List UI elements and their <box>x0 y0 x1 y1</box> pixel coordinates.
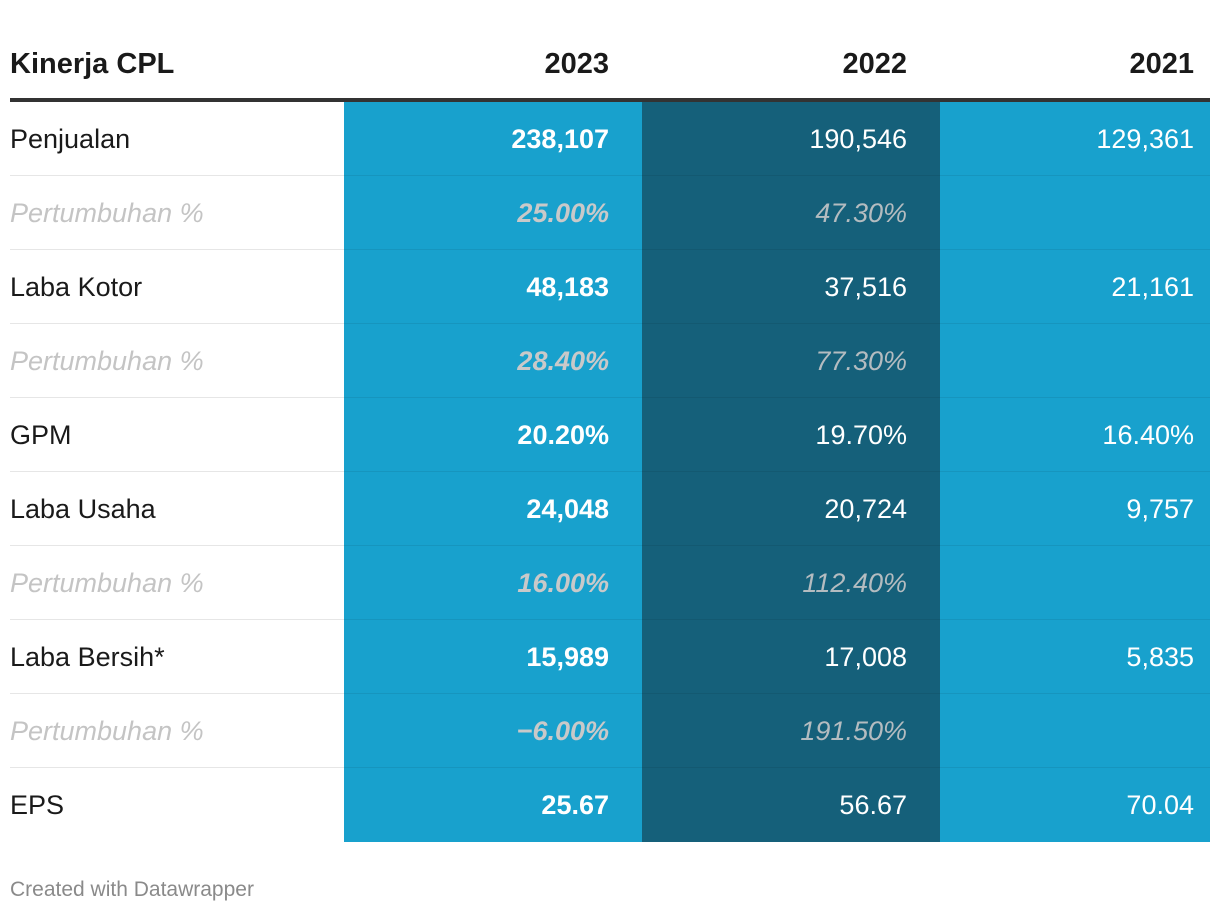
table-row: Pertumbuhan % 25.00% 47.30% <box>10 176 1210 250</box>
table-body: Penjualan 238,107 190,546 129,361 Pertumbuha… <box>10 102 1210 842</box>
header-2022: 2022 <box>842 48 907 80</box>
row-label: Pertumbuhan % <box>10 176 344 250</box>
value-2023: 15,989 <box>344 620 642 694</box>
value-2021: 70.04 <box>940 768 1210 842</box>
row-label: Penjualan <box>10 102 344 176</box>
value-2021: 9,757 <box>940 472 1210 546</box>
value-2022: 20,724 <box>642 472 940 546</box>
table-row: Laba Kotor 48,183 37,516 21,161 <box>10 250 1210 324</box>
value-2021: 5,835 <box>940 620 1210 694</box>
value-2023: 25.67 <box>344 768 642 842</box>
value-2023: 48,183 <box>344 250 642 324</box>
value-2022: 37,516 <box>642 250 940 324</box>
table-row: GPM 20.20% 19.70% 16.40% <box>10 398 1210 472</box>
value-2021: 21,161 <box>940 250 1210 324</box>
header-2021: 2021 <box>1129 48 1194 80</box>
value-2023: 16.00% <box>344 546 642 620</box>
value-2022: 47.30% <box>642 176 940 250</box>
row-label: Pertumbuhan % <box>10 546 344 620</box>
table-row: Pertumbuhan % 28.40% 77.30% <box>10 324 1210 398</box>
value-2021 <box>940 546 1210 620</box>
table-row: Laba Usaha 24,048 20,724 9,757 <box>10 472 1210 546</box>
value-2022: 56.67 <box>642 768 940 842</box>
row-label: Laba Bersih* <box>10 620 344 694</box>
value-2023: 20.20% <box>344 398 642 472</box>
table-row: Pertumbuhan % −6.00% 191.50% <box>10 694 1210 768</box>
row-label: Laba Usaha <box>10 472 344 546</box>
value-2022: 191.50% <box>642 694 940 768</box>
value-2023: 238,107 <box>344 102 642 176</box>
value-2023: 28.40% <box>344 324 642 398</box>
value-2023: 25.00% <box>344 176 642 250</box>
value-2022: 17,008 <box>642 620 940 694</box>
row-label: Pertumbuhan % <box>10 694 344 768</box>
datawrapper-credit: Created with Datawrapper <box>10 878 254 901</box>
value-2022: 112.40% <box>642 546 940 620</box>
table-row: Pertumbuhan % 16.00% 112.40% <box>10 546 1210 620</box>
value-2023: −6.00% <box>344 694 642 768</box>
value-2022: 190,546 <box>642 102 940 176</box>
value-2022: 19.70% <box>642 398 940 472</box>
table-row: Penjualan 238,107 190,546 129,361 <box>10 102 1210 176</box>
value-2023: 24,048 <box>344 472 642 546</box>
table-row: EPS 25.67 56.67 70.04 <box>10 768 1210 842</box>
row-label: GPM <box>10 398 344 472</box>
row-label: EPS <box>10 790 65 820</box>
value-2021: 16.40% <box>940 398 1210 472</box>
value-2021 <box>940 176 1210 250</box>
row-label: Pertumbuhan % <box>10 324 344 398</box>
row-label: Laba Kotor <box>10 250 344 324</box>
value-2022: 77.30% <box>642 324 940 398</box>
data-table: Kinerja CPL 2023 2022 2021 Penjualan 238,… <box>10 30 1210 842</box>
header-title: Kinerja CPL <box>10 48 175 80</box>
header-2023: 2023 <box>544 48 609 80</box>
value-2021 <box>940 694 1210 768</box>
value-2021: 129,361 <box>940 102 1210 176</box>
value-2021 <box>940 324 1210 398</box>
table-row: Laba Bersih* 15,989 17,008 5,835 <box>10 620 1210 694</box>
table-header: Kinerja CPL 2023 2022 2021 <box>10 30 1210 102</box>
